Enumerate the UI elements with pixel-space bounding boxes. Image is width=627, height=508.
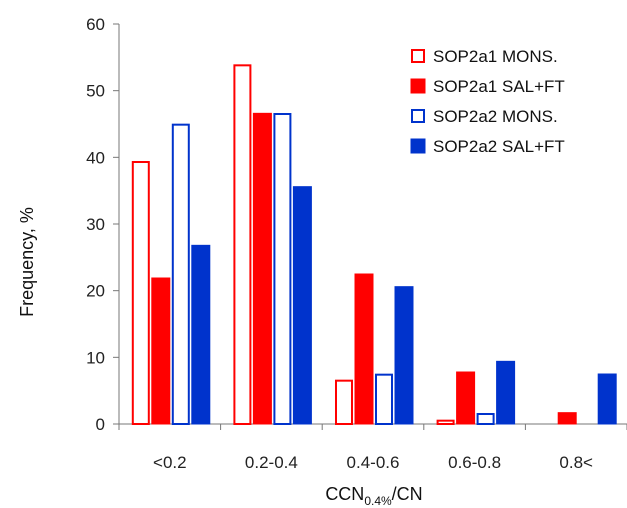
x-axis-title: CCN0.4%/CN — [325, 484, 422, 508]
bar — [191, 244, 211, 425]
legend-swatch — [410, 78, 426, 94]
bar — [354, 273, 374, 425]
legend-label: SOP2a2 MONS. — [433, 107, 558, 126]
bar — [273, 113, 292, 425]
y-tick-label: 50 — [86, 82, 105, 101]
bar — [252, 112, 272, 425]
y-tick-label: 0 — [96, 415, 105, 434]
bar — [496, 360, 516, 425]
y-tick-label: 30 — [86, 215, 105, 234]
bar — [394, 286, 414, 425]
y-tick-labels: 0 10 20 30 40 50 60 — [86, 15, 105, 434]
bar — [233, 64, 252, 425]
x-axis-title-subscript: 0.4% — [364, 494, 392, 508]
bars — [131, 64, 617, 426]
bar — [171, 123, 190, 426]
legend-label: SOP2a1 SAL+FT — [433, 77, 565, 96]
x-tick-label: 0.4-0.6 — [347, 453, 400, 472]
bar — [436, 419, 455, 425]
x-tick-label: 0.8< — [559, 453, 593, 472]
x-axis-title-tail: /CN — [392, 484, 423, 504]
y-tick-label: 10 — [86, 348, 105, 367]
bar — [476, 413, 495, 425]
legend-swatch — [411, 109, 425, 123]
bar — [292, 186, 312, 425]
legend-label: SOP2a1 MONS. — [433, 47, 558, 66]
bar — [151, 277, 171, 425]
bar — [456, 371, 476, 425]
legend-swatch — [411, 49, 425, 63]
bar — [335, 379, 353, 425]
x-axis-title-main: CCN — [325, 484, 364, 504]
legend: SOP2a1 MONS. SOP2a1 SAL+FT SOP2a2 MONS. SOP… — [410, 47, 565, 156]
bar — [131, 161, 150, 425]
y-tick-label: 40 — [86, 148, 105, 167]
x-tick-label: 0.6-0.8 — [448, 453, 501, 472]
bar — [557, 412, 577, 425]
x-tick-label: <0.2 — [153, 453, 187, 472]
y-tick-label: 20 — [86, 282, 105, 301]
x-tick-labels: <0.2 0.2-0.4 0.4-0.6 0.6-0.8 0.8< — [153, 453, 593, 472]
bar — [597, 373, 617, 425]
y-axis-title: Frequency, % — [17, 207, 37, 317]
bar — [375, 373, 393, 425]
legend-label: SOP2a2 SAL+FT — [433, 137, 565, 156]
legend-swatch — [410, 138, 426, 154]
x-tick-label: 0.2-0.4 — [245, 453, 298, 472]
y-tick-label: 60 — [86, 15, 105, 34]
